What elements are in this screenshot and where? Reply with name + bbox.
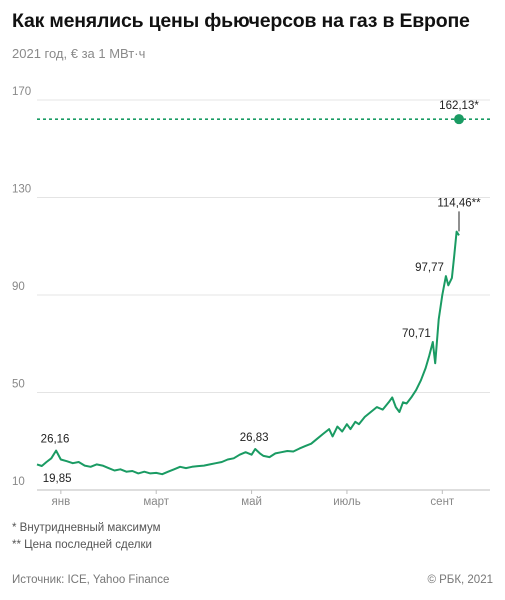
y-tick-label-50: 50 — [12, 379, 25, 391]
y-tick-label-130: 130 — [12, 184, 31, 196]
chart-subtitle: 2021 год, € за 1 МВт·ч — [12, 46, 146, 61]
x-tick-label-1: март — [143, 496, 169, 508]
point-label-2: 26,83 — [240, 432, 269, 444]
gas-futures-line-chart: 10 50 90 130 170 янв март май июль сент 162,13* 19,… — [12, 86, 490, 508]
y-tick-label-90: 90 — [12, 281, 25, 293]
footnote-intraday-max: * Внутридневный максимум — [12, 522, 161, 534]
point-label-1: 26,16 — [41, 434, 70, 446]
footer: Источник: ICE, Yahoo Finance © РБК, 2021 — [12, 574, 493, 586]
y-tick-label-170: 170 — [12, 86, 31, 98]
point-label-3: 70,71 — [402, 328, 431, 340]
point-label-5: 114,46** — [437, 197, 481, 209]
copyright-text: © РБК, 2021 — [427, 574, 493, 586]
y-tick-label-10: 10 — [12, 476, 25, 488]
x-tick-label-2: май — [241, 496, 262, 508]
footnotes: * Внутридневный максимум ** Цена последн… — [12, 520, 161, 554]
x-tick-label-0: янв — [51, 496, 70, 508]
intraday-max-label: 162,13* — [439, 100, 479, 112]
price-series-line — [36, 230, 460, 476]
point-label-4: 97,77 — [415, 262, 444, 274]
source-text: Источник: ICE, Yahoo Finance — [12, 574, 170, 586]
chart-title: Как менялись цены фьючерсов на газ в Евр… — [12, 10, 470, 32]
x-tick-label-3: июль — [333, 496, 361, 508]
intraday-max-point — [454, 114, 465, 125]
point-label-0: 19,85 — [43, 473, 72, 485]
x-tick-label-4: сент — [430, 496, 454, 508]
footnote-last-trade: ** Цена последней сделки — [12, 539, 152, 551]
